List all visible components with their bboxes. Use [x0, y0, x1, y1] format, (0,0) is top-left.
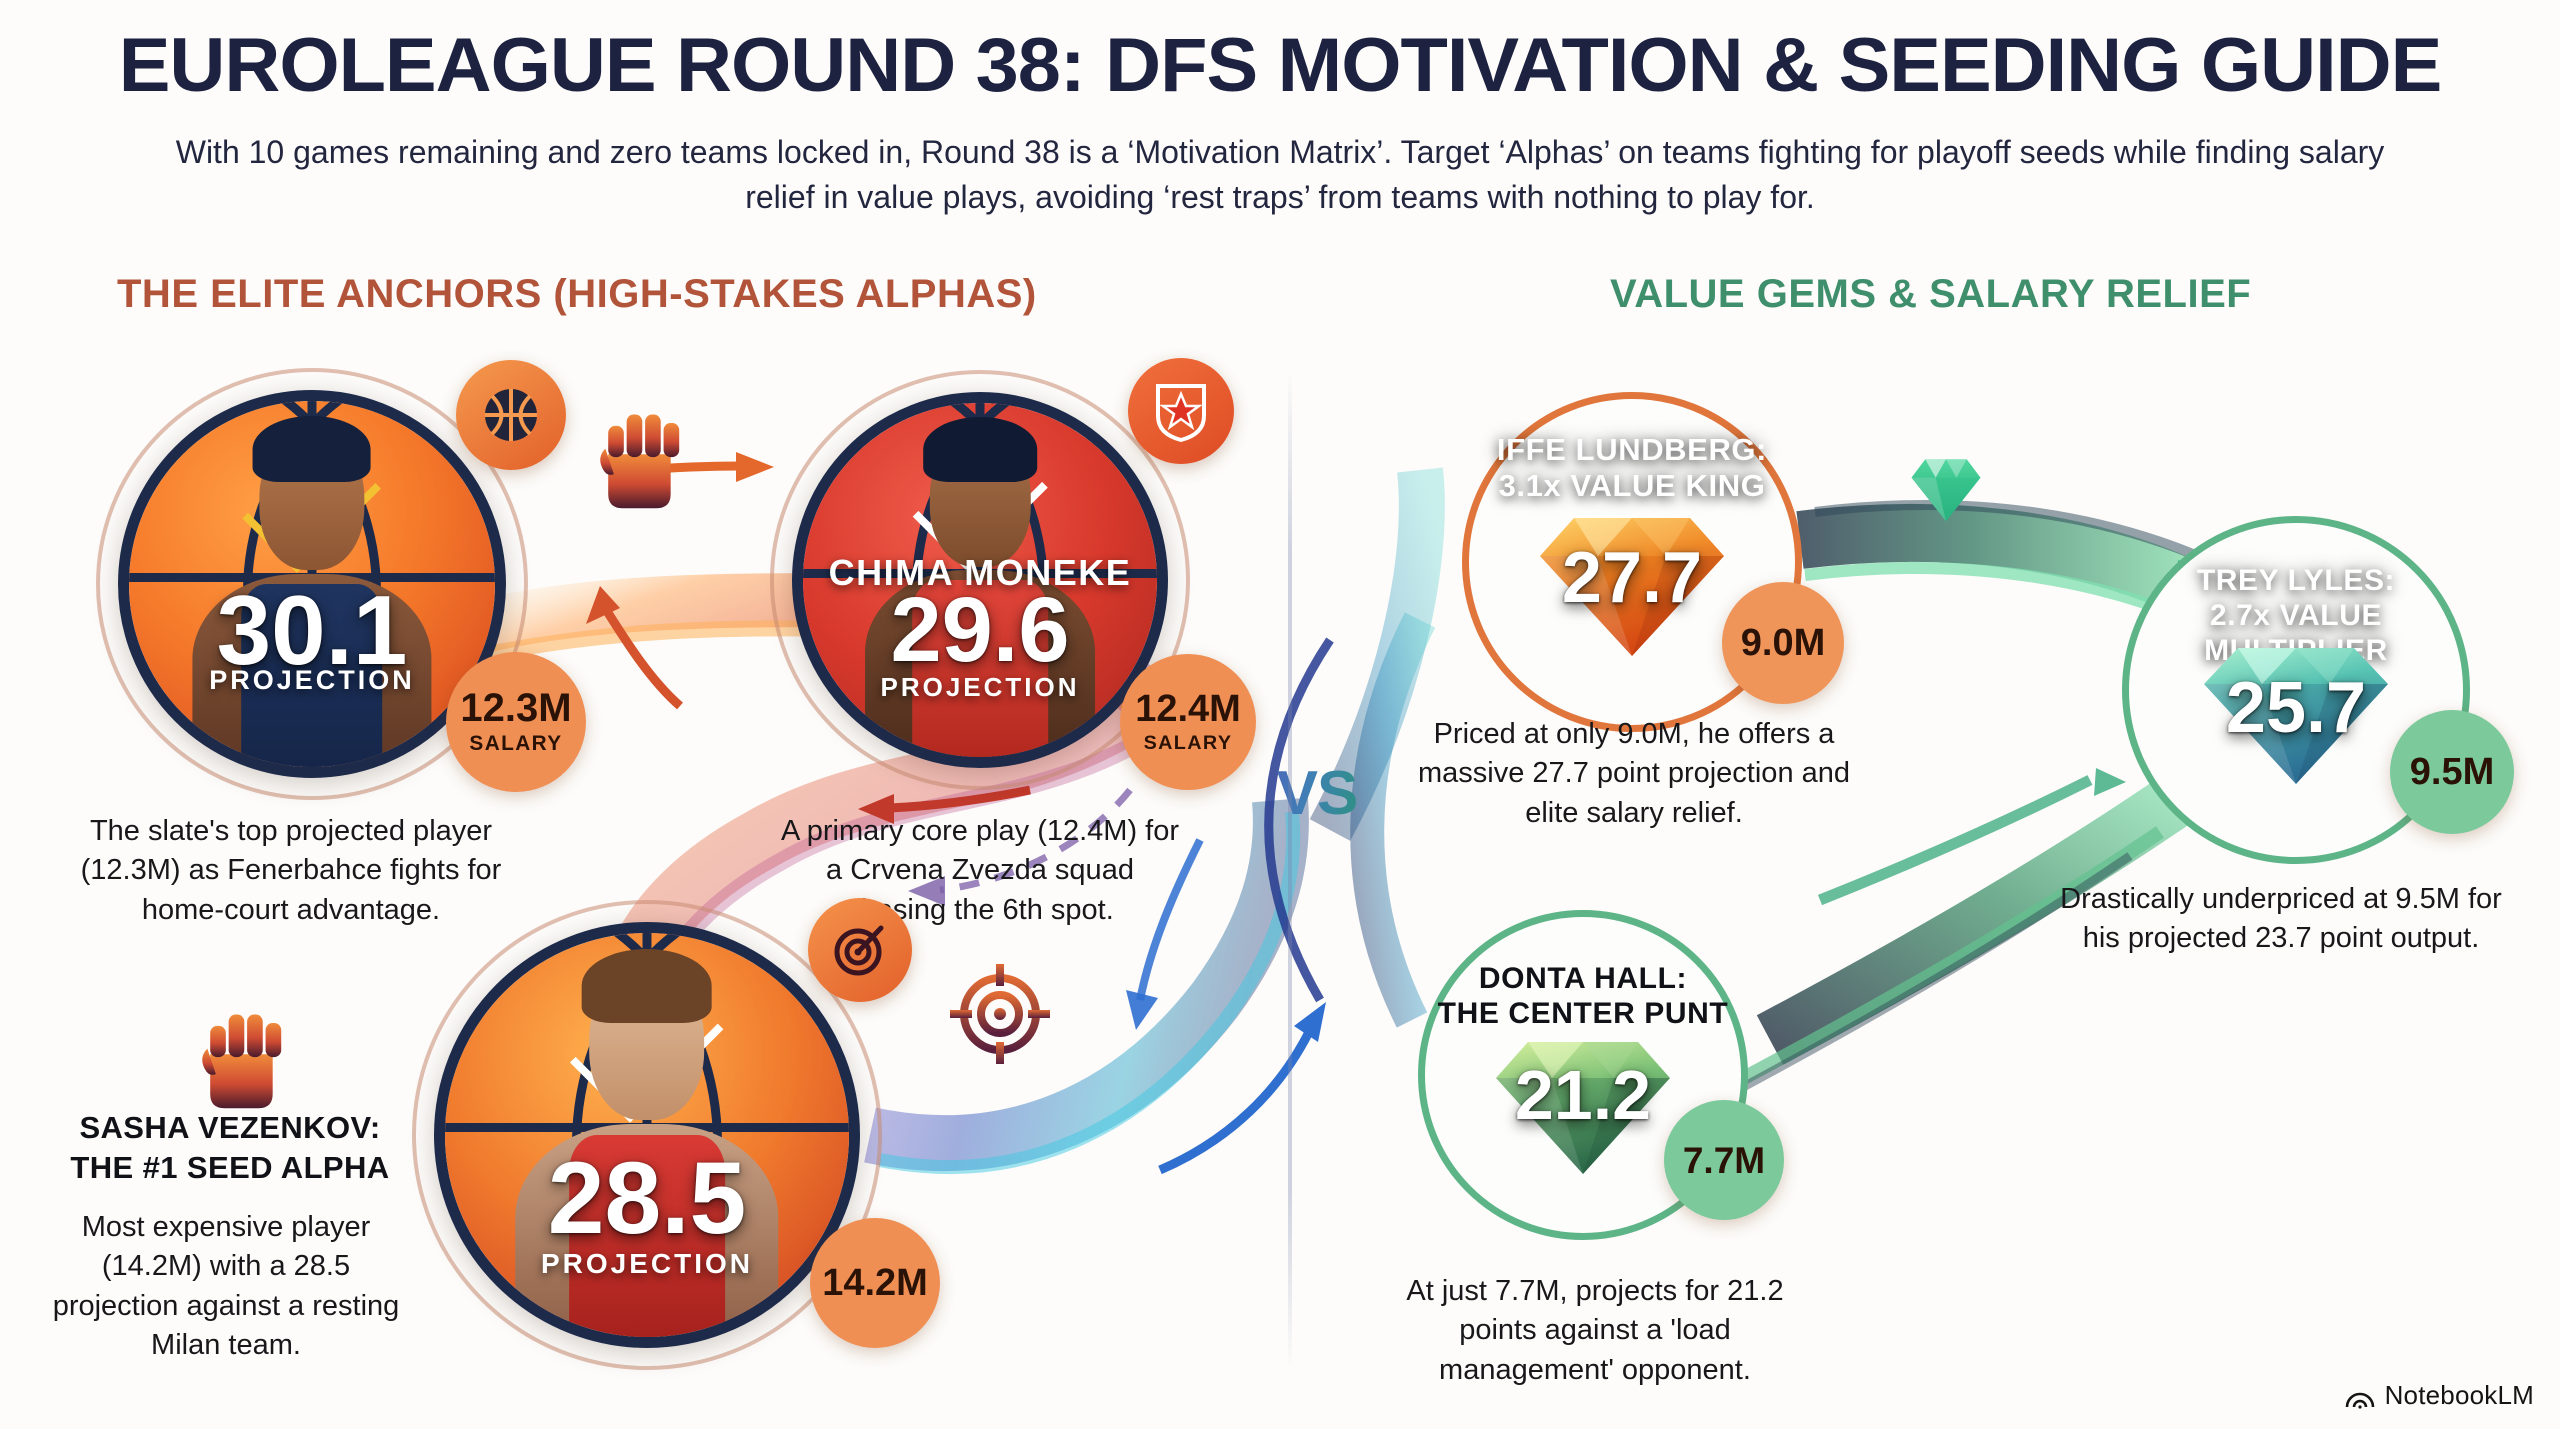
vs-divider: VS — [1222, 700, 1412, 910]
player-illustration — [192, 415, 432, 767]
gem-lundberg-name: IFFE LUNDBERG: 3.1x VALUE KING — [1462, 432, 1802, 504]
raised-fist-icon — [600, 414, 680, 509]
gem-hall-name-line2: THE CENTER PUNT — [1437, 996, 1729, 1030]
anchor-3-kicker-line1: SASHA VEZENKOV: — [79, 1110, 381, 1145]
anchor-1-caption: The slate's top projected player (12.3M)… — [80, 815, 502, 926]
player-illustration — [515, 949, 779, 1337]
card-disc: 28.5 PROJECTION — [434, 922, 860, 1348]
anchor-3-kicker: SASHA VEZENKOV: THE #1 SEED ALPHA — [60, 1108, 400, 1189]
gem-lyles-caption: Drastically underpriced at 9.5M for his … — [2060, 883, 2502, 955]
gem-lundberg-salary-badge[interactable]: 9.0M — [1722, 582, 1844, 704]
card-outer-ring — [96, 368, 528, 800]
anchor-1-projection-label: PROJECTION — [209, 664, 415, 695]
anchor-card-1[interactable]: 30.1 PROJECTION 12.3M SALARY — [96, 360, 586, 800]
anchor-card-2[interactable]: CHIMA MONEKE 29.6 PROJECTION 12.4M SALAR… — [770, 358, 1256, 790]
anchor-1-salary-badge[interactable]: 12.3M SALARY — [446, 652, 586, 792]
watermark-label: NotebookLM — [2384, 1380, 2534, 1410]
gem-lyles-diamond-icon — [2188, 634, 2404, 792]
gem-lyles-projection: 25.7 — [2225, 668, 2367, 748]
gem-hall-name-line1: DONTA HALL: — [1478, 962, 1688, 995]
crvena-zvezda-star-shield-icon — [1128, 358, 1234, 464]
page-title: EUROLEAGUE ROUND 38: DFS MOTIVATION & SE… — [118, 23, 2443, 108]
gem-card-lundberg[interactable]: IFFE LUNDBERG: 3.1x VALUE KING 27.7 9.0M — [1462, 392, 1844, 732]
section-heading-elite-anchors: THE ELITE ANCHORS (HIGH-STAKES ALPHAS) — [117, 272, 1037, 316]
anchor-3-salary-badge[interactable]: 14.2M — [810, 1218, 940, 1348]
gem-lyles-name-line1: TREY LYLES: — [2196, 564, 2396, 597]
anchor-3-kicker-line2: THE #1 SEED ALPHA — [70, 1150, 390, 1186]
page-subtitle: With 10 games remaining and zero teams l… — [175, 134, 2385, 216]
target-dart-icon — [808, 898, 912, 1002]
anchor-3-projection-value: 28.5 — [547, 1141, 747, 1256]
anchor-2-player-name: CHIMA MONEKE — [828, 551, 1132, 593]
crosshair-target-icon — [950, 964, 1050, 1064]
section-heading-value-gems: VALUE GEMS & SALARY RELIEF — [1610, 272, 2252, 316]
anchor-3-caption: Most expensive player (14.2M) with a 28.… — [52, 1211, 400, 1362]
vertical-divider-line — [1288, 370, 1292, 1370]
gem-lundberg-diamond-icon — [1522, 504, 1742, 664]
gem-lundberg-salary-amount: 9.0M — [1740, 622, 1826, 664]
notebooklm-logo-icon — [2345, 1392, 2374, 1409]
anchor-1-salary-label: SALARY — [469, 732, 563, 755]
gem-hall-diamond-icon — [1480, 1028, 1686, 1182]
gem-lundberg-caption: Priced at only 9.0M, he offers a massive… — [1417, 718, 1851, 829]
anchor-2-projection-value: 29.6 — [890, 579, 1070, 682]
card-outer-ring — [770, 370, 1190, 790]
anchor-2-salary-amount: 12.4M — [1135, 687, 1241, 730]
anchor-2-salary-badge[interactable]: 12.4M SALARY — [1120, 654, 1256, 790]
gem-card-lyles[interactable]: TREY LYLES: 2.7x VALUE MULTIPLIER 25.7 9… — [2122, 516, 2514, 864]
anchor-1-salary-amount: 12.3M — [460, 686, 572, 730]
watermark: NotebookLM — [2345, 1380, 2534, 1411]
gem-hall-salary-badge[interactable]: 7.7M — [1664, 1100, 1784, 1220]
raised-fist-icon — [202, 1014, 282, 1109]
anchor-1-projection-value: 30.1 — [216, 575, 408, 685]
vs-label: VS — [1222, 758, 1412, 829]
gem-hall-salary-amount: 7.7M — [1682, 1139, 1766, 1181]
anchor-2-salary-label: SALARY — [1143, 731, 1233, 754]
player-illustration — [864, 417, 1096, 757]
gem-hall-projection: 21.2 — [1514, 1056, 1652, 1134]
gem-hall-caption: At just 7.7M, projects for 21.2 points a… — [1406, 1275, 1784, 1386]
gem-lyles-salary-badge[interactable]: 9.5M — [2390, 710, 2514, 834]
gem-lyles-salary-amount: 9.5M — [2409, 751, 2495, 793]
basketball-icon — [456, 360, 566, 470]
anchor-2-projection-label: PROJECTION — [880, 672, 1080, 703]
gem-lundberg-name-line2: 3.1x VALUE KING — [1498, 467, 1766, 503]
anchor-3-salary-amount: 14.2M — [822, 1262, 928, 1304]
gem-hall-name: DONTA HALL: THE CENTER PUNT — [1418, 962, 1748, 1032]
card-disc: CHIMA MONEKE 29.6 PROJECTION — [792, 392, 1168, 768]
header: EUROLEAGUE ROUND 38: DFS MOTIVATION & SE… — [0, 28, 2560, 221]
gem-lundberg-name-line1: IFFE LUNDBERG: — [1496, 432, 1768, 467]
anchor-card-3[interactable]: 28.5 PROJECTION 14.2M — [412, 898, 940, 1370]
anchor-3-projection-label: PROJECTION — [540, 1248, 754, 1280]
card-disc: 30.1 PROJECTION — [118, 390, 506, 778]
gem-card-hall[interactable]: DONTA HALL: THE CENTER PUNT 21.2 7.7M — [1418, 910, 1784, 1240]
card-outer-ring — [412, 900, 882, 1370]
gem-lundberg-projection: 27.7 — [1561, 538, 1703, 618]
